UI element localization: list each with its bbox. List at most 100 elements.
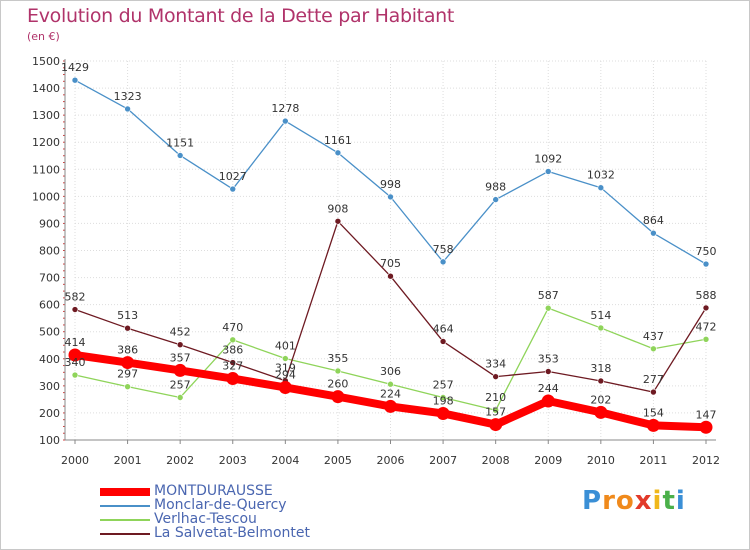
- data-label: 514: [590, 309, 611, 322]
- x-tick-label: 2009: [534, 454, 562, 467]
- data-point: [71, 306, 79, 313]
- data-label: 452: [170, 326, 191, 339]
- data-point: [544, 368, 552, 375]
- data-point: [439, 338, 447, 345]
- data-point: [650, 388, 657, 396]
- data-point: [282, 117, 289, 125]
- y-tick-label: 900: [39, 217, 60, 230]
- x-tick-label: 2001: [114, 454, 142, 467]
- y-tick-label: 1200: [32, 136, 60, 149]
- y-tick-label: 400: [39, 353, 60, 366]
- data-label: 1092: [534, 152, 562, 165]
- data-label: 1323: [114, 90, 142, 103]
- logo-letter: x: [634, 486, 653, 516]
- legend-swatch: [100, 519, 150, 521]
- data-label: 340: [65, 356, 86, 369]
- data-point: [492, 406, 499, 414]
- y-tick-label: 1100: [32, 163, 60, 176]
- y-tick-label: 100: [39, 434, 60, 447]
- data-label: 386: [222, 344, 243, 357]
- data-label: 1161: [324, 134, 352, 147]
- x-tick-label: 2010: [587, 454, 615, 467]
- data-label: 157: [485, 406, 506, 419]
- data-point: [650, 345, 657, 353]
- data-label: 147: [696, 408, 717, 421]
- data-point: [387, 272, 394, 280]
- legend-swatch: [100, 533, 150, 535]
- x-tick-label: 2006: [377, 454, 405, 467]
- data-point: [436, 406, 450, 420]
- data-label: 154: [643, 406, 664, 419]
- data-point: [282, 355, 289, 362]
- data-point: [492, 196, 499, 203]
- data-label: 1032: [587, 169, 615, 182]
- data-point: [173, 363, 187, 377]
- data-label: 1151: [166, 136, 194, 149]
- chart-subtitle: (en €): [27, 30, 60, 43]
- data-point: [544, 168, 552, 175]
- data-point: [439, 258, 447, 266]
- x-tick-label: 2000: [61, 454, 89, 467]
- logo-letter: r: [602, 486, 616, 516]
- chart-title: Evolution du Montant de la Dette par Hab…: [27, 5, 455, 27]
- data-label: 257: [433, 378, 454, 391]
- data-point: [71, 76, 79, 84]
- data-label: 210: [485, 391, 506, 404]
- x-tick-label: 2012: [692, 454, 720, 467]
- data-label: 353: [538, 353, 559, 366]
- data-point: [597, 324, 605, 332]
- data-point: [124, 324, 131, 332]
- data-point: [176, 394, 184, 401]
- data-point: [702, 335, 710, 343]
- y-tick-label: 600: [39, 299, 60, 312]
- data-point: [439, 394, 447, 401]
- data-label: 988: [485, 181, 506, 194]
- data-label: 470: [222, 321, 243, 334]
- data-point: [384, 399, 397, 413]
- logo-letter: i: [652, 486, 663, 516]
- data-point: [229, 359, 237, 366]
- data-point: [597, 377, 605, 385]
- data-label: 319: [275, 362, 296, 375]
- series-points: [68, 76, 713, 434]
- data-label: 1027: [219, 170, 247, 183]
- data-label: 294: [275, 368, 296, 381]
- data-point: [650, 229, 657, 237]
- data-label: 334: [485, 358, 506, 371]
- data-label: 758: [433, 243, 454, 256]
- y-tick-label: 500: [39, 326, 60, 339]
- legend-swatch: [100, 505, 150, 507]
- axes: 1002003004005006007008009001000110012001…: [32, 55, 720, 467]
- data-point: [387, 380, 394, 388]
- data-label: 357: [170, 351, 191, 364]
- data-label: 513: [117, 309, 138, 322]
- data-point: [597, 184, 605, 191]
- legend-label: MONTDURAUSSE: [154, 483, 273, 499]
- data-label: 472: [696, 320, 717, 333]
- x-tick-label: 2008: [482, 454, 510, 467]
- data-point: [124, 105, 131, 113]
- data-point: [594, 405, 608, 419]
- logo-letter: o: [615, 486, 635, 516]
- data-point: [646, 418, 660, 432]
- data-point: [176, 152, 184, 159]
- data-label: 908: [327, 202, 348, 215]
- legend-label: Monclar-de-Quercy: [154, 497, 287, 513]
- data-point: [229, 185, 237, 193]
- data-point: [544, 304, 552, 312]
- data-label: 257: [170, 378, 191, 391]
- y-tick-label: 1500: [32, 55, 60, 68]
- y-tick-label: 700: [39, 272, 60, 285]
- data-point: [176, 341, 184, 349]
- x-tick-label: 2003: [219, 454, 247, 467]
- data-point: [387, 193, 394, 201]
- legend-label: La Salvetat-Belmontet: [154, 525, 310, 541]
- y-tick-label: 1300: [32, 109, 60, 122]
- data-point: [334, 367, 342, 375]
- data-point: [68, 348, 82, 362]
- y-tick-label: 800: [39, 245, 60, 258]
- data-label: 464: [433, 322, 454, 335]
- data-label: 297: [117, 368, 138, 381]
- data-label: 277: [643, 373, 664, 386]
